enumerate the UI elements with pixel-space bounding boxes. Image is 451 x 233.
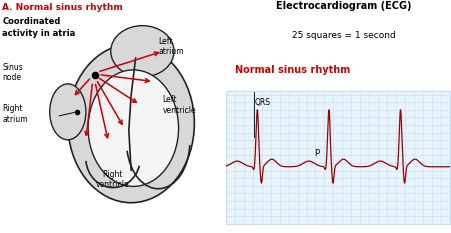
Text: Left
ventricle: Left ventricle	[162, 95, 196, 115]
Ellipse shape	[110, 26, 174, 77]
Text: A. Normal sinus rhythm: A. Normal sinus rhythm	[2, 3, 123, 13]
Text: Electrocardiogram (ECG): Electrocardiogram (ECG)	[275, 1, 410, 11]
Text: Right
ventricle: Right ventricle	[96, 170, 129, 189]
Text: Normal sinus rhythm: Normal sinus rhythm	[235, 65, 350, 75]
Ellipse shape	[50, 84, 86, 140]
Text: QRS: QRS	[254, 99, 270, 107]
Text: Left
atrium: Left atrium	[158, 37, 184, 56]
Text: Right
atrium: Right atrium	[2, 104, 28, 124]
Text: Coordinated
activity in atria: Coordinated activity in atria	[2, 17, 75, 38]
Text: Sinus
node: Sinus node	[2, 62, 23, 82]
Text: 25 squares = 1 second: 25 squares = 1 second	[291, 31, 395, 40]
Text: p: p	[314, 147, 319, 156]
Ellipse shape	[88, 70, 178, 186]
Ellipse shape	[68, 44, 194, 203]
